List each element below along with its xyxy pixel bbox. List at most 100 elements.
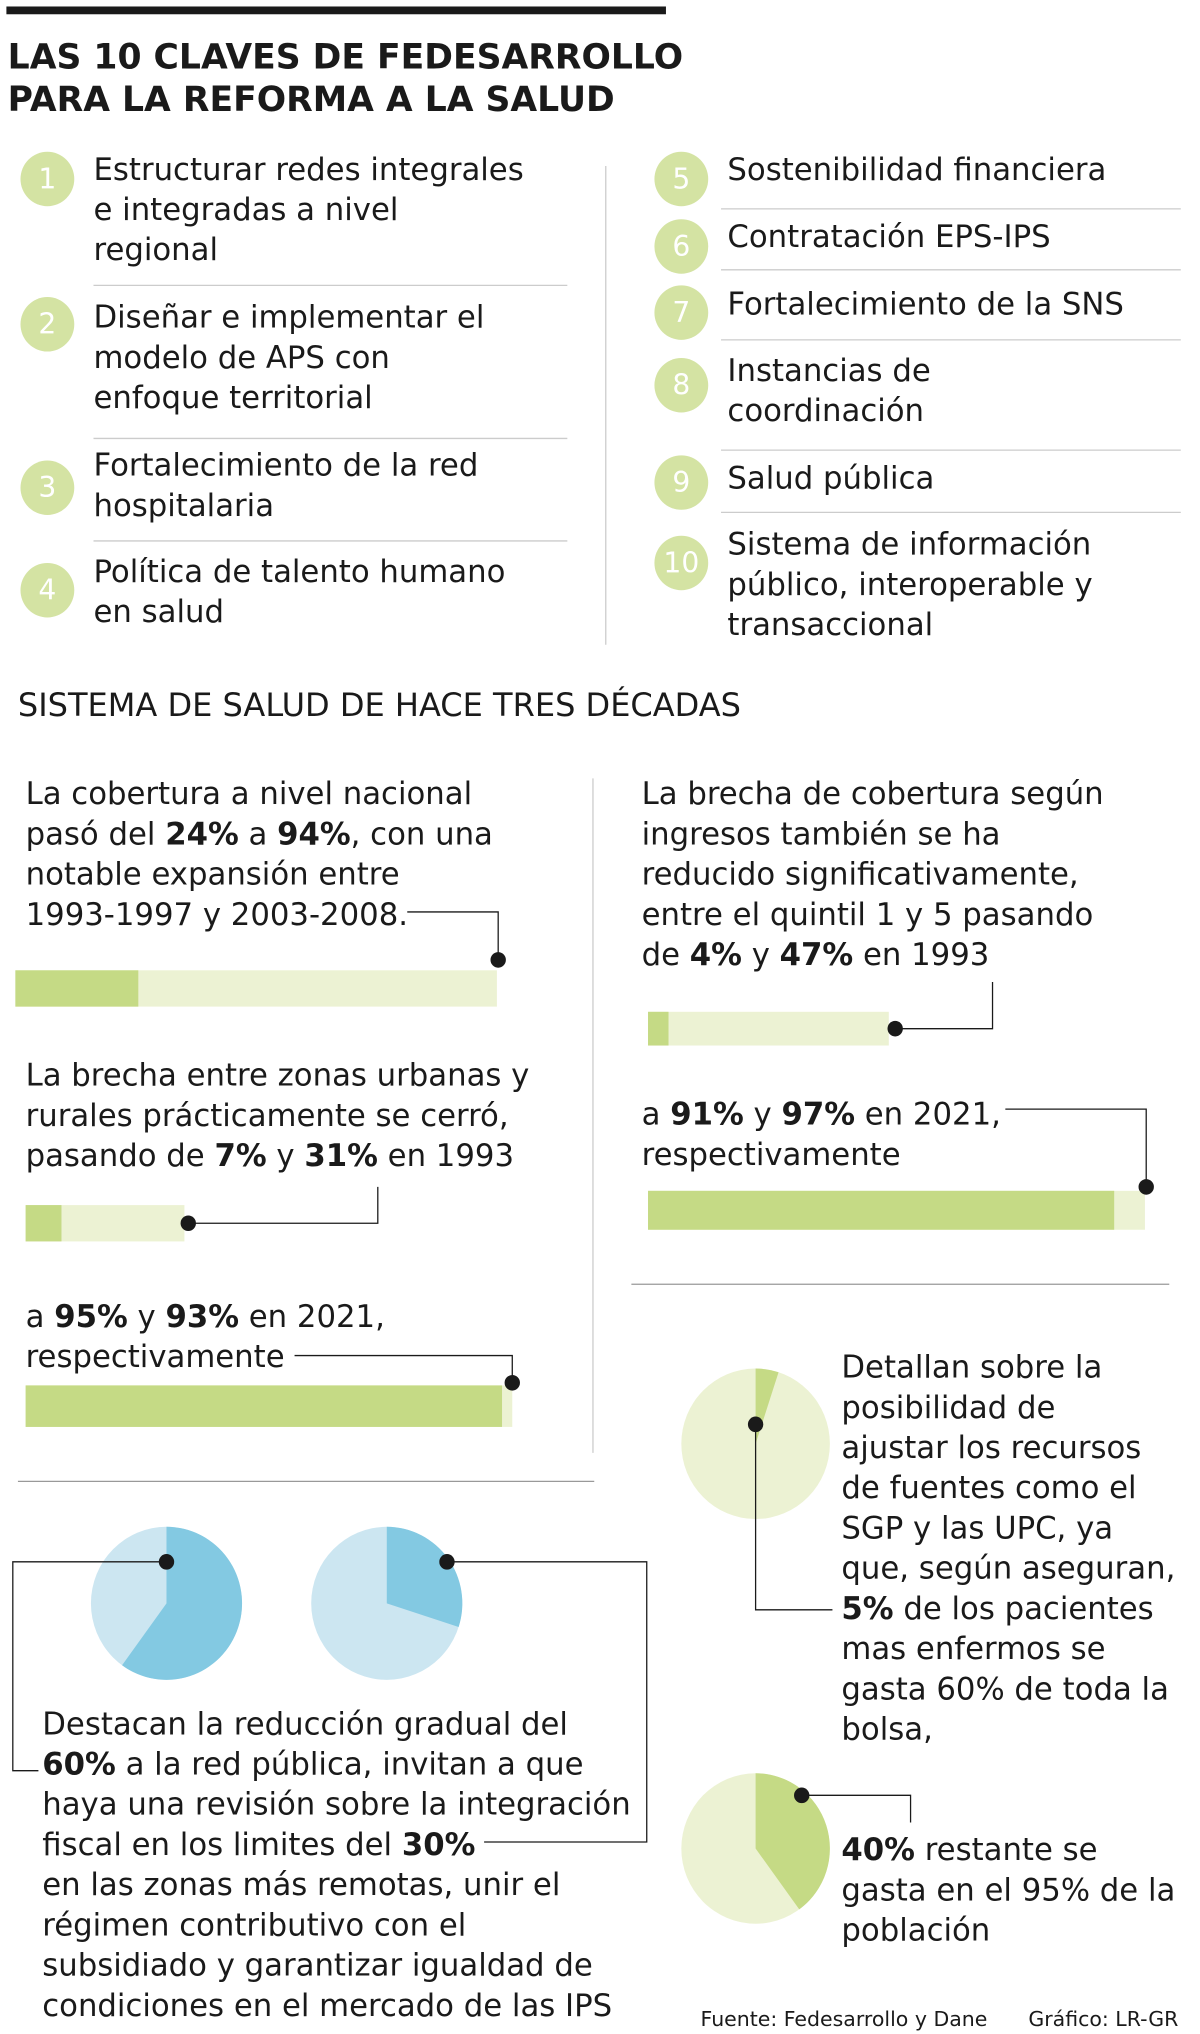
pie-slice <box>386 1526 463 1627</box>
text-run: en 1993 <box>853 936 989 972</box>
paragraph-line: respectivamente <box>642 1136 901 1172</box>
bar <box>15 970 139 1007</box>
key-text: Fortalecimiento de la red <box>93 447 478 483</box>
text-run: gasta en el 95% de la <box>841 1872 1175 1908</box>
key-text: Sistema de información <box>727 526 1091 562</box>
paragraph-line: fiscal en los limites del 30% <box>42 1826 475 1862</box>
paragraph-line: La cobertura a nivel nacional <box>26 776 473 812</box>
paragraph-line: de fuentes como el <box>841 1470 1136 1506</box>
bar <box>648 1190 1115 1230</box>
connector <box>895 981 994 1030</box>
pie-slice <box>755 1773 830 1910</box>
section-title: SISTEMA DE SALUD DE HACE TRES DÉCADAS <box>18 686 741 724</box>
highlight-value: 5% <box>841 1590 893 1626</box>
text-run: , con una <box>351 816 493 852</box>
text-run: rurales prácticamente se cerró, <box>26 1097 509 1133</box>
highlight-value: 95% <box>54 1298 128 1334</box>
key-number: 9 <box>672 466 690 499</box>
paragraph-line: pasó del 24% a 94%, con una <box>26 816 493 852</box>
text-run: en 1993 <box>378 1137 514 1173</box>
paragraph-line: de 4% y 47% en 1993 <box>642 936 990 972</box>
key-badge <box>654 358 709 413</box>
connector-dot <box>747 1416 764 1433</box>
text-run: población <box>841 1912 990 1948</box>
highlight-value: 31% <box>304 1137 378 1173</box>
key-text: coordinación <box>727 393 924 429</box>
key-text: Estructurar redes integrales <box>93 152 523 188</box>
key-number: 8 <box>672 368 690 401</box>
paragraph-line: reducido significativamente, <box>642 856 1079 892</box>
connector <box>188 1186 379 1224</box>
key-number: 7 <box>672 296 690 329</box>
text-run: Detallan sobre la <box>841 1349 1102 1385</box>
paragraph-line: 40% restante se <box>841 1831 1097 1867</box>
key-text: Política de talento humano <box>93 554 505 590</box>
text-run: notable expansión entre <box>26 856 400 892</box>
highlight-value: 97% <box>781 1096 855 1132</box>
key-number: 5 <box>672 162 690 195</box>
connector <box>801 1794 912 1823</box>
bar <box>648 1011 889 1046</box>
text-run: subsidiado y garantizar igualdad de <box>42 1947 592 1983</box>
text-run: que, según aseguran, <box>841 1550 1175 1586</box>
top-rule <box>6 6 666 15</box>
paragraph-line: 1993-1997 y 2003-2008. <box>26 896 408 932</box>
text-run: a <box>642 1096 671 1132</box>
text-run: La brecha de cobertura según <box>642 776 1104 812</box>
key-text: e integradas a nivel <box>93 192 398 228</box>
highlight-value: 24% <box>165 816 239 852</box>
pie-slice <box>122 1526 243 1680</box>
text-run: de los pacientes <box>894 1590 1154 1626</box>
text-run: La brecha entre zonas urbanas y <box>26 1057 530 1093</box>
key-number: 6 <box>672 230 690 263</box>
highlight-value: 7% <box>214 1137 266 1173</box>
paragraph-line: régimen contributivo con el <box>42 1907 466 1943</box>
connector-dot <box>504 1375 520 1391</box>
text-run: SGP y las UPC, ya <box>841 1510 1113 1546</box>
text-run: a la red pública, invitan a que <box>116 1746 584 1782</box>
connector <box>294 1354 513 1383</box>
text-run: a <box>239 816 277 852</box>
source: Fuente: Fedesarrollo y Dane <box>701 2007 988 2031</box>
connector-dot <box>439 1554 455 1570</box>
paragraph-line: posibilidad de <box>841 1389 1055 1425</box>
key-text: Sostenibilidad financiera <box>727 152 1106 188</box>
text-run: haya una revisión sobre la integración <box>42 1786 630 1822</box>
paragraph-line: a 91% y 97% en 2021, <box>642 1096 1001 1132</box>
paragraph-line: condiciones en el mercado de las IPS <box>42 1987 612 2023</box>
text-run: Destacan la reducción gradual del <box>42 1706 568 1742</box>
highlight-value: 30% <box>402 1826 476 1862</box>
text-run: posibilidad de <box>841 1389 1055 1425</box>
key-number: 1 <box>38 162 56 195</box>
connector-dot <box>490 952 506 968</box>
paragraph-line: 60% a la red pública, invitan a que <box>42 1746 583 1782</box>
paragraph-line: respectivamente <box>26 1339 285 1375</box>
highlight-value: 94% <box>277 816 351 852</box>
paragraph-line: ingresos también se ha <box>642 816 1001 852</box>
key-text: Diseñar e implementar el <box>93 299 484 335</box>
key-text: Fortalecimiento de la SNS <box>727 287 1123 323</box>
text-run: ajustar los recursos <box>841 1429 1141 1465</box>
highlight-value: 60% <box>42 1746 116 1782</box>
text-run: régimen contributivo con el <box>42 1907 466 1943</box>
paragraph-line: subsidiado y garantizar igualdad de <box>42 1947 592 1983</box>
text-run: gasta 60% de toda la <box>841 1671 1169 1707</box>
paragraph-line: que, según aseguran, <box>841 1550 1175 1586</box>
key-text: transaccional <box>727 607 933 643</box>
text-run: pasando de <box>26 1137 215 1173</box>
key-text: Instancias de <box>727 353 930 389</box>
key-text: en salud <box>93 594 223 630</box>
connector <box>12 1561 167 1772</box>
key-badge <box>654 151 709 207</box>
text-run: respectivamente <box>26 1339 285 1375</box>
text-run: en 2021, <box>239 1298 385 1334</box>
text-run: en las zonas más remotas, unir el <box>42 1866 560 1902</box>
text-run: a <box>26 1298 55 1334</box>
text-run: condiciones en el mercado de las IPS <box>42 1987 612 2023</box>
text-run: ingresos también se ha <box>642 816 1001 852</box>
text-run: y <box>267 1137 305 1173</box>
text-run: bolsa, <box>841 1711 932 1747</box>
paragraph-line: gasta en el 95% de la <box>841 1872 1175 1908</box>
